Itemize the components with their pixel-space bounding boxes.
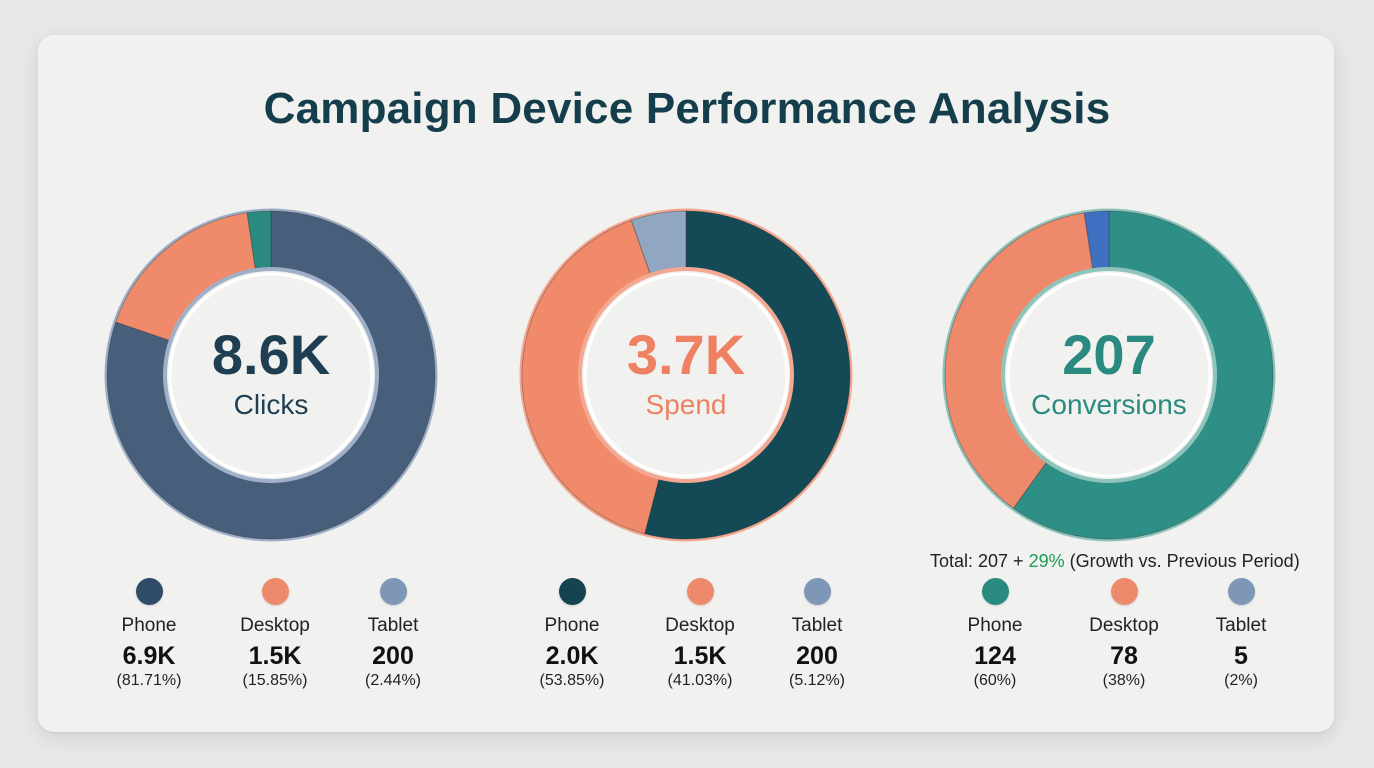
legend-item-tablet: Tablet 200 (5.12%)	[757, 578, 877, 690]
legend-swatch-tablet	[379, 578, 407, 605]
legend-label: Tablet	[791, 615, 843, 636]
donut-inner-highlight	[168, 272, 374, 478]
legend-item-phone: Phone 124 (60%)	[935, 578, 1055, 690]
legend-percent: (41.03%)	[667, 672, 733, 689]
legend-label: Phone	[121, 615, 177, 636]
spend-legend: Phone 2.0K (53.85%) Desktop 1.5K (41.03%…	[512, 578, 872, 698]
legend-label: Desktop	[665, 615, 735, 636]
legend-label: Desktop	[1089, 615, 1159, 636]
conversions-total-value: 207	[1062, 323, 1156, 386]
legend-value: 78	[1110, 642, 1138, 670]
legend-label: Tablet	[1215, 615, 1267, 636]
clicks-total-label: Clicks	[233, 389, 309, 420]
conversions-donut-svg	[942, 208, 1276, 542]
spend-donut-svg	[519, 208, 853, 542]
donut-center-hole	[578, 267, 794, 483]
legend-item-desktop: Desktop 78 (38%)	[1064, 578, 1184, 690]
spend-total-value: 3.7K	[626, 323, 746, 386]
legend-value: 6.9K	[122, 642, 176, 670]
growth-note-suffix: (Growth vs. Previous Period)	[1064, 551, 1300, 571]
legend-value: 124	[974, 642, 1016, 670]
donut-outer-rim	[104, 208, 438, 542]
legend-swatch-desktop	[261, 578, 289, 605]
conversions-total-label: Conversions	[1031, 389, 1187, 420]
donut-center-hole	[163, 267, 379, 483]
legend-item-phone: Phone 2.0K (53.85%)	[512, 578, 632, 690]
legend-swatch-desktop	[686, 578, 714, 605]
spend-donut-chart: 3.7K Spend	[516, 205, 856, 545]
legend-value: 200	[372, 642, 414, 670]
legend-value: 200	[796, 642, 838, 670]
growth-note: Total: 207 + 29% (Growth vs. Previous Pe…	[930, 551, 1300, 572]
legend-item-tablet: Tablet 5 (2%)	[1181, 578, 1301, 690]
clicks-donut-svg	[104, 208, 438, 542]
conversions-donut-chart: 207 Conversions	[939, 205, 1279, 545]
page-title: Campaign Device Performance Analysis	[263, 84, 1111, 133]
legend-percent: (81.71%)	[116, 672, 182, 689]
legend-percent: (2.44%)	[364, 672, 422, 689]
legend-swatch-tablet	[803, 578, 831, 605]
legend-value: 5	[1234, 642, 1248, 670]
legend-value: 1.5K	[673, 642, 727, 670]
donut-inner-highlight	[583, 272, 789, 478]
legend-percent: (38%)	[1102, 672, 1146, 689]
legend-label: Tablet	[367, 615, 419, 636]
legend-item-desktop: Desktop 1.5K (15.85%)	[215, 578, 335, 690]
clicks-legend: Phone 6.9K (81.71%) Desktop 1.5K (15.85%…	[89, 578, 449, 698]
legend-label: Phone	[544, 615, 600, 636]
legend-label: Desktop	[240, 615, 310, 636]
legend-swatch-tablet	[1227, 578, 1255, 605]
legend-percent: (2%)	[1224, 672, 1258, 689]
legend-swatch-phone	[558, 578, 586, 605]
legend-value: 1.5K	[248, 642, 302, 670]
growth-percent: 29%	[1028, 551, 1065, 571]
spend-total-label: Spend	[645, 389, 727, 420]
legend-swatch-phone	[135, 578, 163, 605]
legend-item-phone: Phone 6.9K (81.71%)	[89, 578, 209, 690]
growth-note-prefix: Total: 207 +	[930, 551, 1029, 571]
legend-swatch-desktop	[1110, 578, 1138, 605]
conversions-legend: Phone 124 (60%) Desktop 78 (38%) Tablet …	[935, 578, 1295, 698]
legend-percent: (5.12%)	[788, 672, 846, 689]
legend-percent: (60%)	[973, 672, 1017, 689]
legend-value: 2.0K	[545, 642, 599, 670]
legend-label: Phone	[967, 615, 1023, 636]
legend-swatch-phone	[981, 578, 1009, 605]
legend-percent: (15.85%)	[242, 672, 308, 689]
donut-inner-highlight	[1006, 272, 1212, 478]
legend-item-desktop: Desktop 1.5K (41.03%)	[640, 578, 760, 690]
clicks-donut-chart: 8.6K Clicks	[101, 205, 441, 545]
donut-outer-rim	[942, 208, 1276, 542]
donut-center-hole	[1001, 267, 1217, 483]
clicks-total-value: 8.6K	[211, 323, 331, 386]
donut-outer-rim	[519, 208, 853, 542]
legend-percent: (53.85%)	[539, 672, 605, 689]
legend-item-tablet: Tablet 200 (2.44%)	[333, 578, 453, 690]
